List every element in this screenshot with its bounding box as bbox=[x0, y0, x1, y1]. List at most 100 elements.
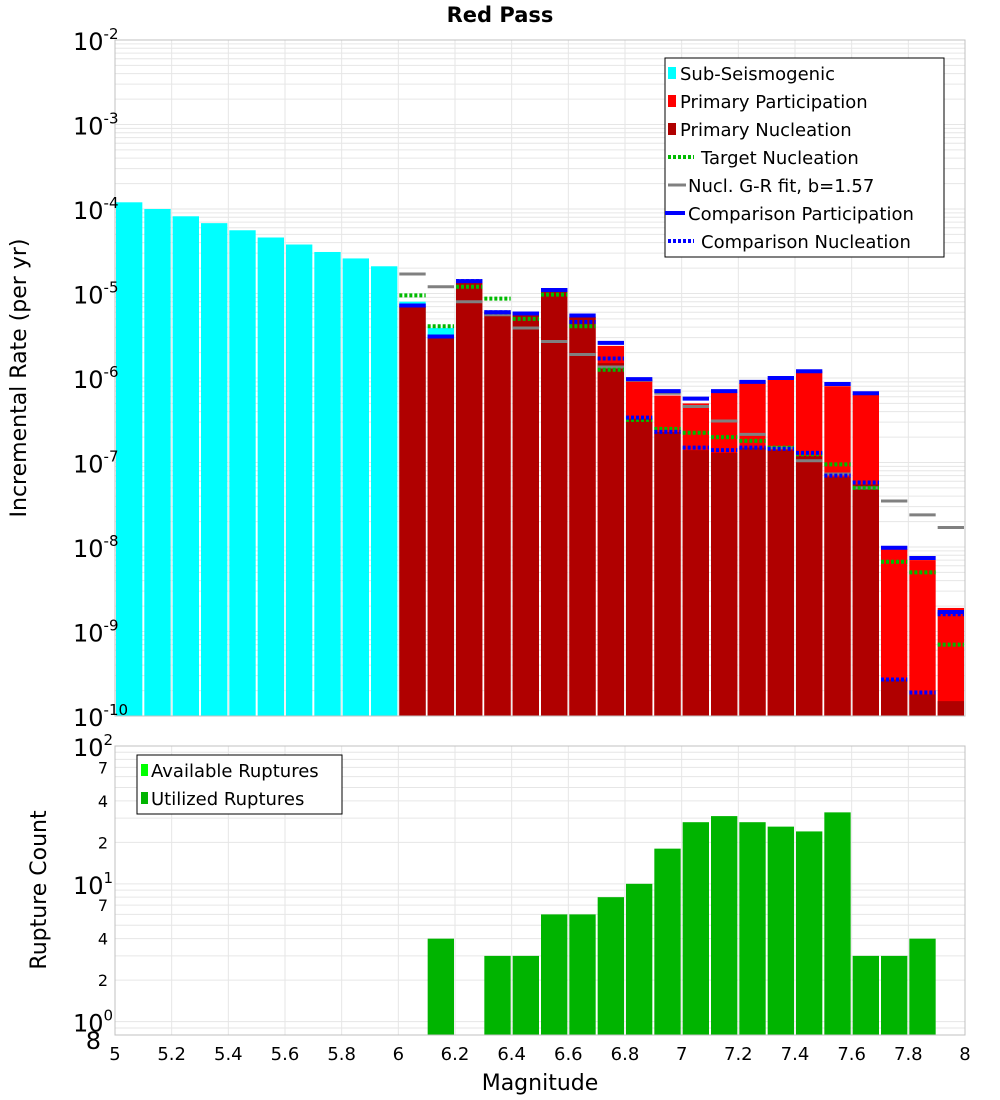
sub-seismogenic-bar bbox=[229, 230, 256, 716]
sub-seismogenic-bar bbox=[371, 266, 398, 716]
x-tick-label: 5.4 bbox=[214, 1044, 243, 1065]
top-y-tick-label: 10-4 bbox=[73, 194, 119, 225]
legend-swatch bbox=[141, 792, 148, 804]
legend-label: Primary Participation bbox=[680, 92, 868, 113]
primary-participation-bar bbox=[937, 607, 964, 716]
primary-nucleation-bar bbox=[512, 315, 539, 716]
primary-nucleation-bar bbox=[824, 477, 851, 716]
bottom-bars bbox=[427, 812, 936, 1035]
legend-label: Utilized Ruptures bbox=[151, 789, 304, 810]
primary-nucleation-bar bbox=[937, 701, 964, 716]
x-tick-label: 7.2 bbox=[724, 1044, 753, 1065]
primary-nucleation-bar bbox=[796, 455, 823, 716]
bottom-y-tick-label: 100 bbox=[73, 1007, 113, 1038]
x-tick-label: 7.6 bbox=[837, 1044, 866, 1065]
primary-nucleation-bar bbox=[654, 431, 681, 716]
bottom-legend-box bbox=[136, 754, 343, 815]
top-y-tick-label: 10-8 bbox=[73, 532, 119, 563]
x-tick-label: 6 bbox=[393, 1044, 404, 1065]
bottom-y-tick-label: 7 bbox=[98, 896, 108, 915]
utilized-ruptures-bar bbox=[796, 831, 823, 1035]
legend-swatch bbox=[141, 764, 148, 776]
sub-seismogenic-bar bbox=[144, 209, 171, 716]
utilized-ruptures-bar bbox=[739, 822, 766, 1035]
legend-label: Nucl. G-R fit, b=1.57 bbox=[688, 176, 874, 197]
top-y-tick-label: 10-2 bbox=[73, 25, 119, 56]
top-y-axis-label: Incremental Rate (per yr) bbox=[7, 239, 32, 518]
utilized-ruptures-bar bbox=[569, 914, 596, 1035]
utilized-ruptures-bar bbox=[484, 955, 511, 1035]
x-tick-label: 6.8 bbox=[611, 1044, 640, 1065]
utilized-ruptures-bar bbox=[767, 826, 794, 1035]
top-y-tick-label: 10-3 bbox=[73, 110, 119, 141]
utilized-ruptures-bar bbox=[682, 822, 709, 1035]
primary-nucleation-bar bbox=[852, 484, 879, 716]
x-tick-label: 7 bbox=[676, 1044, 687, 1065]
sub-seismogenic-bar bbox=[314, 251, 341, 717]
x-tick-label: 5.6 bbox=[271, 1044, 300, 1065]
legend-swatch bbox=[668, 123, 676, 135]
x-tick-label: 5 bbox=[109, 1044, 120, 1065]
top-y-tick-label: 10-9 bbox=[73, 617, 119, 648]
top-y-tick-label: 10-5 bbox=[73, 279, 119, 310]
primary-nucleation-bar bbox=[541, 290, 568, 716]
bottom-y-tick-label: 2 bbox=[98, 971, 108, 990]
x-axis-label: Magnitude bbox=[482, 1071, 599, 1096]
bottom-y-tick-label: 8 bbox=[86, 1027, 101, 1055]
top-y-tick-label: 10-10 bbox=[73, 701, 128, 732]
legend-swatch bbox=[668, 95, 676, 107]
top-lines bbox=[399, 272, 964, 695]
primary-nucleation-bar bbox=[569, 316, 596, 716]
legend-label: Comparison Nucleation bbox=[701, 232, 911, 253]
bottom-y-tick-label: 4 bbox=[98, 792, 108, 811]
legend-label: Available Ruptures bbox=[151, 761, 319, 782]
top-y-tick-label: 10-7 bbox=[73, 448, 119, 479]
sub-seismogenic-bar bbox=[286, 244, 313, 716]
top-y-tick-labels: 10-2 10-3 10-4 10-5 10-6 10-7 10-8 10-9 10-10 bbox=[73, 25, 128, 732]
x-tick-label: 6.4 bbox=[497, 1044, 526, 1065]
sub-seismogenic-bar bbox=[116, 202, 143, 716]
primary-nucleation-bar bbox=[484, 312, 511, 716]
bottom-y-tick-label: 4 bbox=[98, 930, 108, 949]
utilized-ruptures-bar bbox=[654, 848, 681, 1035]
primary-nucleation-bar bbox=[456, 282, 483, 716]
primary-nucleation-bar bbox=[739, 447, 766, 716]
top-grid bbox=[114, 39, 966, 717]
primary-nucleation-bar bbox=[399, 306, 426, 716]
utilized-ruptures-bar bbox=[909, 938, 936, 1035]
top-bars bbox=[116, 202, 964, 717]
x-tick-label: 6.2 bbox=[441, 1044, 470, 1065]
sub-seismogenic-bar bbox=[172, 216, 199, 717]
primary-nucleation-bar bbox=[767, 450, 794, 716]
x-tick-label: 5.8 bbox=[327, 1044, 356, 1065]
legend-swatch bbox=[668, 67, 676, 79]
utilized-ruptures-bar bbox=[881, 955, 908, 1035]
bottom-y-tick-label: 7 bbox=[98, 758, 108, 777]
bottom-legend: Available Ruptures Utilized Ruptures bbox=[136, 754, 343, 815]
legend-label: Primary Nucleation bbox=[680, 120, 852, 141]
bottom-y-axis-label: Rupture Count bbox=[27, 810, 52, 970]
x-tick-label: 8 bbox=[959, 1044, 970, 1065]
bottom-y-tick-label: 101 bbox=[73, 869, 113, 900]
primary-nucleation-bar bbox=[682, 450, 709, 716]
legend-label: Comparison Participation bbox=[688, 204, 914, 225]
primary-participation-bar bbox=[909, 560, 936, 716]
x-tick-label: 5.2 bbox=[157, 1044, 186, 1065]
utilized-ruptures-bar bbox=[541, 914, 568, 1035]
sub-seismogenic-bar bbox=[342, 258, 369, 716]
bottom-y-tick-label: 2 bbox=[98, 833, 108, 852]
legend-label: Sub-Seismogenic bbox=[680, 64, 835, 85]
top-plot-frame bbox=[114, 39, 966, 717]
utilized-ruptures-bar bbox=[824, 812, 851, 1035]
primary-nucleation-bar bbox=[427, 337, 454, 716]
sub-seismogenic-bar bbox=[257, 237, 284, 717]
utilized-ruptures-bar bbox=[427, 938, 454, 1035]
primary-nucleation-bar bbox=[597, 363, 624, 716]
utilized-ruptures-bar bbox=[626, 883, 653, 1035]
bottom-plot-frame bbox=[114, 745, 966, 1036]
primary-nucleation-bar bbox=[626, 418, 653, 716]
x-tick-labels: 5 5.2 5.4 5.6 5.8 6 6.2 6.4 6.6 6.8 7 7.2 7.4 7.6 7.8 8 bbox=[109, 1044, 970, 1065]
x-tick-label: 7.4 bbox=[781, 1044, 810, 1065]
utilized-ruptures-bar bbox=[512, 955, 539, 1035]
